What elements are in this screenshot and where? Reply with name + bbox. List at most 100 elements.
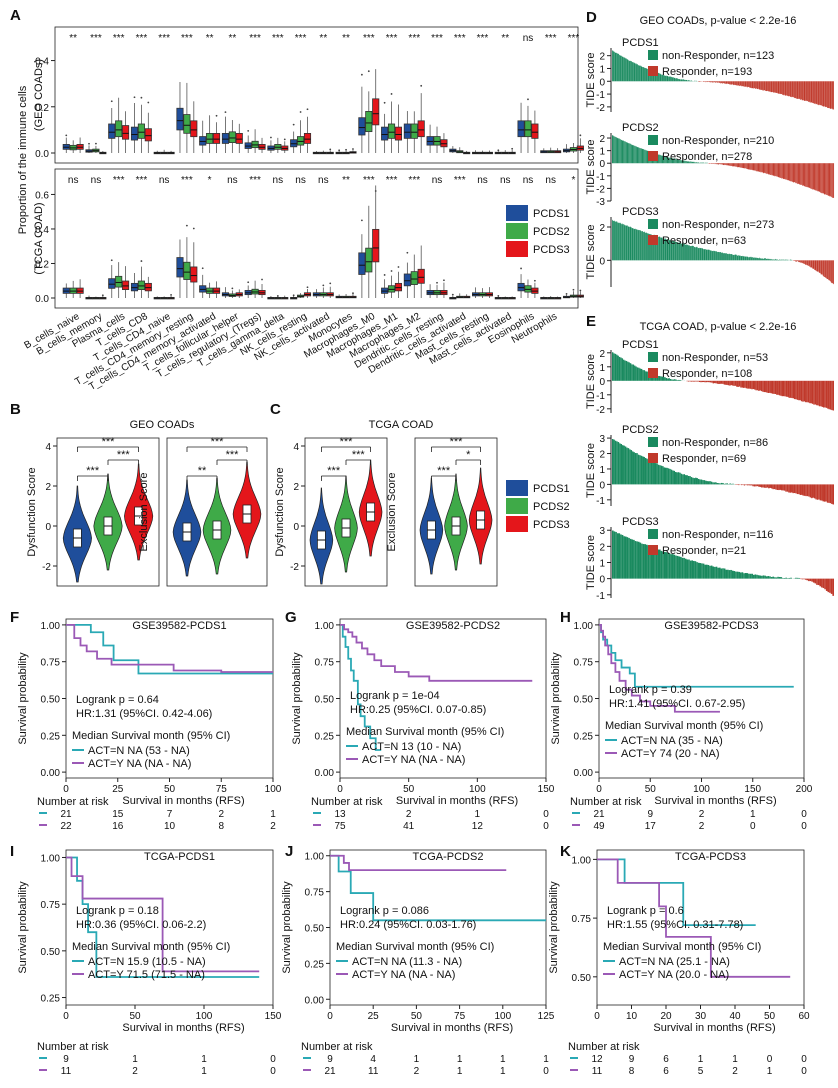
panelG-risk-value: 0 — [543, 821, 549, 832]
panelA-box-0 — [387, 123, 396, 139]
panelA-outlier-0 — [65, 134, 68, 137]
panelD-bar — [705, 249, 707, 261]
panelD-bar — [672, 77, 674, 82]
panelK-logrank: Logrank p = 0.6 — [607, 905, 684, 917]
panelD-bar — [826, 81, 828, 108]
panelE-bar — [717, 567, 719, 579]
panelD-bar — [819, 163, 821, 193]
panelD-legend-swatch — [648, 66, 658, 76]
panelD-bar — [789, 81, 791, 97]
panelD-bar — [687, 161, 689, 164]
panelK-risk-value: 1 — [767, 1066, 773, 1077]
panelD-bar — [612, 135, 614, 164]
panelD-bar — [785, 259, 786, 261]
panelD-bar — [646, 150, 648, 164]
panelD-bar — [808, 163, 809, 188]
panelD-bar — [711, 250, 712, 261]
panelE-bar — [787, 380, 789, 397]
panelJ-risk-value: 1 — [500, 1054, 506, 1065]
panelD-bar — [662, 156, 664, 164]
panelD-bar — [822, 81, 824, 107]
panelD-legend-label: Responder, n=278 — [662, 151, 752, 163]
panelD-bar — [803, 163, 805, 187]
panelD-bar — [673, 158, 675, 164]
panelD-bar — [693, 246, 695, 261]
panelE-bar — [712, 566, 715, 579]
panelA-outlier-1 — [306, 286, 309, 289]
panelE-bar — [737, 380, 739, 387]
panelA-box-0 — [394, 126, 403, 141]
panelE-bar — [772, 484, 774, 490]
panelH-curve — [599, 623, 720, 713]
panelA-outlier-1 — [140, 260, 143, 262]
panelD-bar — [763, 81, 764, 91]
panelD-bar — [703, 249, 704, 261]
panelA-outlier-1 — [406, 251, 409, 254]
panelD-bar — [737, 81, 738, 86]
panelA-sig-0: ** — [319, 33, 327, 44]
panelD-bar — [757, 81, 759, 90]
panelE-bar — [819, 484, 822, 501]
panelD-bar — [714, 251, 716, 261]
panelA-ytick-label-1: 0.6 — [35, 190, 49, 201]
panelD-bar — [737, 255, 739, 261]
panelD-bar — [758, 258, 759, 261]
panelD-bar — [779, 259, 780, 261]
panelC-frame — [414, 437, 498, 587]
panelD-bar — [618, 223, 620, 261]
panelG-xtick-label: 0 — [337, 784, 343, 795]
panelI-xtick-label: 100 — [196, 1011, 213, 1022]
panelE-bar — [650, 461, 653, 485]
panelD-bar — [659, 73, 660, 82]
panelH-hr: HR:1.41 (95%CI. 0.67-2.95) — [609, 698, 745, 710]
panelK-curve — [597, 858, 791, 978]
panelD-bar — [660, 237, 662, 261]
panelE-bar — [726, 483, 729, 485]
panelD-bar — [625, 142, 627, 164]
panelF-median-title: Median Survival month (95% CI) — [72, 730, 230, 742]
panelD-bar — [746, 163, 747, 169]
panelE-bar — [821, 578, 823, 588]
panelH-risk-value: 9 — [647, 809, 653, 820]
panelD-bar — [789, 163, 791, 182]
panelA-sig-1: *** — [136, 175, 148, 186]
panelE-bar — [757, 575, 760, 579]
panelD-bar — [801, 163, 803, 185]
panelD-bar — [727, 163, 728, 166]
panelD-bar — [759, 163, 761, 172]
panelD-bar — [813, 81, 815, 104]
panelE-bar — [612, 530, 614, 579]
panelD-bar — [616, 221, 618, 261]
panelE-bar — [732, 483, 734, 485]
panelD-bar — [715, 251, 716, 261]
panelD-bar — [772, 163, 774, 176]
panelD-bar — [812, 260, 814, 269]
panelA-outlier-1 — [374, 190, 377, 192]
panelE-bar — [633, 452, 635, 485]
panelD-bar — [659, 154, 660, 164]
panelD-bar — [660, 155, 662, 164]
panelD-bar — [624, 141, 625, 164]
panelJ-risk-value: 0 — [543, 1066, 549, 1077]
panelD-bar — [823, 260, 825, 277]
panelE-bar — [798, 380, 800, 401]
panelE-bar — [750, 484, 753, 486]
panelD-bar — [777, 81, 779, 94]
panelD-bar — [726, 163, 727, 166]
panelE-legend-swatch — [648, 529, 658, 539]
panelF-risk-value: 1 — [270, 809, 276, 820]
panelD-bar — [770, 163, 771, 176]
panelD-bar — [735, 81, 737, 86]
panelA-sig-1: ns — [523, 175, 534, 186]
panelE-bar — [769, 576, 771, 579]
panelD-bar — [690, 161, 691, 164]
panelA-outlier-0 — [390, 93, 393, 95]
panelD-bar — [660, 237, 661, 261]
panelD-bar — [802, 81, 804, 101]
panelD-bar — [658, 236, 659, 261]
panelD-bar — [630, 143, 631, 164]
panelD-bar — [615, 221, 617, 261]
panelD-bar — [673, 241, 675, 261]
panelD-bar — [720, 163, 721, 165]
panelD-bar — [733, 163, 734, 167]
